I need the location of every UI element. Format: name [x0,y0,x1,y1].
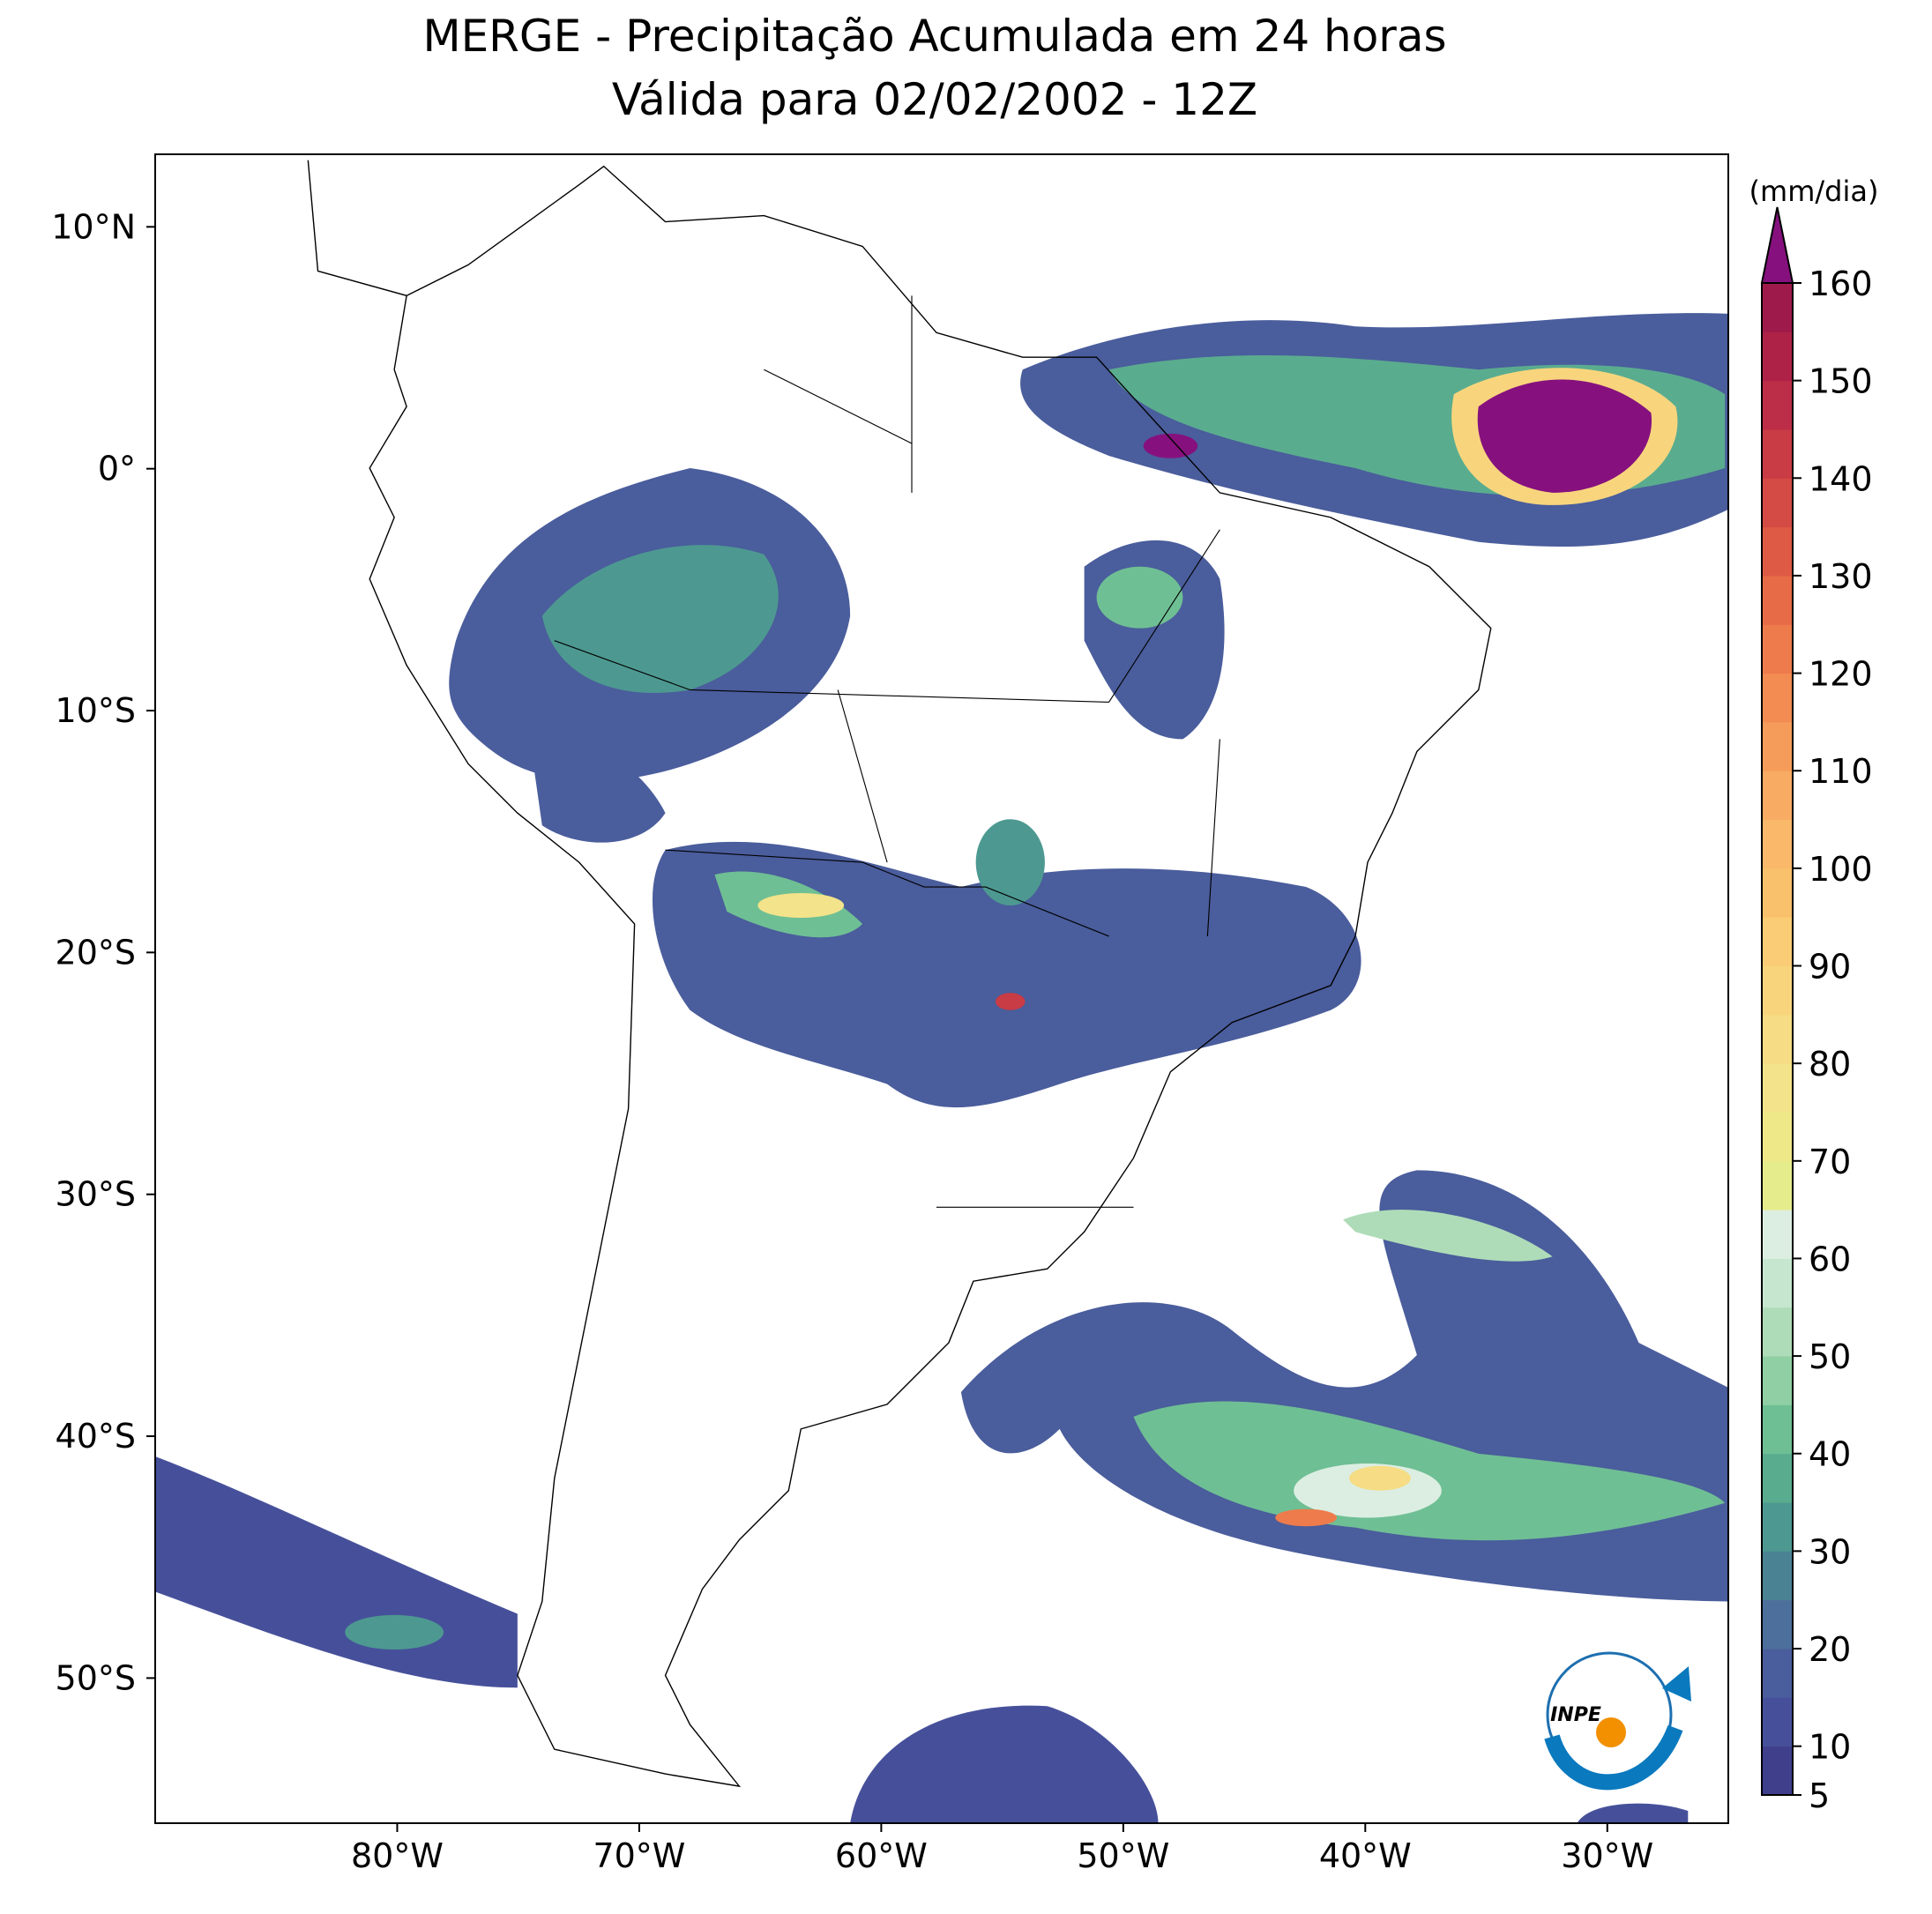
colorbar-segment [1762,819,1793,869]
colorbar-segment [1762,1649,1793,1698]
x-tick-label: 50°W [1077,1836,1169,1875]
colorbar-tick-label: 160 [1809,264,1873,303]
logo-arrow-head [1662,1666,1691,1702]
y-tick-label: 50°S [56,1658,136,1697]
colorbar-tick-label: 110 [1809,752,1873,791]
rain-area [1275,1508,1338,1527]
rain-area [1577,1803,1689,1823]
logo-arrow [1544,1724,1683,1791]
colorbar-tick-label: 10 [1809,1728,1851,1767]
rain-area [529,736,666,843]
colorbar-segment [1762,380,1793,430]
colorbar-segment [1762,478,1793,528]
rain-area [541,545,779,693]
colorbar-tick-label: 5 [1809,1776,1830,1815]
colorbar-tick-label: 100 [1809,850,1873,889]
colorbar-segment [1762,1404,1793,1455]
colorbar-segment [1762,1160,1793,1210]
rain-area [996,993,1026,1010]
x-tick-label: 70°W [593,1836,685,1875]
coastline [307,160,1492,1788]
logo-dot [1596,1717,1626,1747]
colorbar-tick-label: 70 [1809,1143,1851,1181]
rain-area [1343,1210,1553,1262]
colorbar-segment [1762,331,1793,382]
x-tick-label: 40°W [1319,1836,1412,1875]
colorbar-segment [1762,1063,1793,1113]
colorbar-segment [1762,1356,1793,1405]
logo-text: INPE [1550,1704,1601,1726]
colorbar-tick-label: 60 [1809,1240,1851,1278]
y-tick-label: 30°S [56,1175,136,1214]
colorbar-segment [1762,771,1793,821]
colorbar-tick-label: 140 [1809,459,1873,498]
colorbar-tick-label: 40 [1809,1435,1851,1474]
colorbar-tick-label: 20 [1809,1630,1851,1669]
map-subtitle: Válida para 02/02/2002 - 12Z [612,74,1257,125]
y-tick-label: 40°S [56,1417,136,1456]
colorbar-tick-label: 130 [1809,557,1873,596]
precipitation-field [155,160,1728,1823]
rain-area [757,893,845,918]
rain-area [1133,1401,1726,1541]
colorbar-tick-label: 90 [1809,948,1851,987]
logo: INPE [1544,1651,1691,1791]
colorbar-tick-label: 150 [1809,362,1873,401]
border [554,295,1220,1208]
colorbar-segment [1762,1210,1793,1259]
colorbar-segment [1762,1307,1793,1357]
colorbar-label: (mm/dia) [1749,175,1879,208]
rain-area [1477,379,1652,493]
rain-area [975,819,1045,906]
rain-area [1349,1465,1411,1491]
colorbar-segment [1762,1453,1793,1503]
colorbar-segment [1762,1599,1793,1650]
colorbar-segment [1762,526,1793,577]
colorbar: 5 10 20 30 40 50 60 70 80 90 100 110 120 130 140 150 160 [1760,206,1873,1815]
colorbar-segment [1762,575,1793,625]
map-title: MERGE - Precipitação Acumulada em 24 hor… [422,11,1446,62]
rain-area [1143,433,1198,458]
x-tick-label: 60°W [835,1836,928,1875]
map-area [155,160,1728,1823]
colorbar-segment [1762,1014,1793,1064]
colorbar-segment [1762,673,1793,723]
colorbar-tick-label: 30 [1809,1532,1851,1571]
y-tick-label: 10°N [51,207,136,246]
colorbar-segment [1762,428,1793,479]
rain-area [850,1705,1159,1823]
y-tick-label: 0° [98,450,136,488]
colorbar-segment [1762,868,1793,918]
x-tick-label: 30°W [1561,1836,1653,1875]
colorbar-segment [1762,1746,1793,1796]
colorbar-tick-label: 80 [1809,1045,1851,1084]
colorbar-segment [1762,1502,1793,1552]
colorbar-segment [1762,1697,1793,1747]
y-tick-label: 10°S [56,691,136,730]
colorbar-tick-label: 120 [1809,655,1873,694]
map-frame [154,153,1729,1824]
colorbar-tick-label: 50 [1809,1337,1851,1376]
y-tick-label: 20°S [56,933,136,972]
rain-area [345,1614,444,1650]
colorbar-segment [1762,721,1793,771]
rain-area [1096,566,1183,629]
colorbar-segment [1762,283,1793,332]
colorbar-segment [1762,1551,1793,1601]
colorbar-segment [1762,624,1793,674]
colorbar-segment [1762,917,1793,967]
colorbar-segment [1762,965,1793,1016]
axes: 80°W 70°W 60°W 50°W 40°W 30°W 10°N 0° 10°S 20°S 30… [51,207,1653,1875]
colorbar-segment [1762,1258,1793,1308]
colorbar-frame [1761,282,1794,1796]
x-tick-label: 80°W [351,1836,444,1875]
colorbar-segment [1762,1112,1793,1162]
